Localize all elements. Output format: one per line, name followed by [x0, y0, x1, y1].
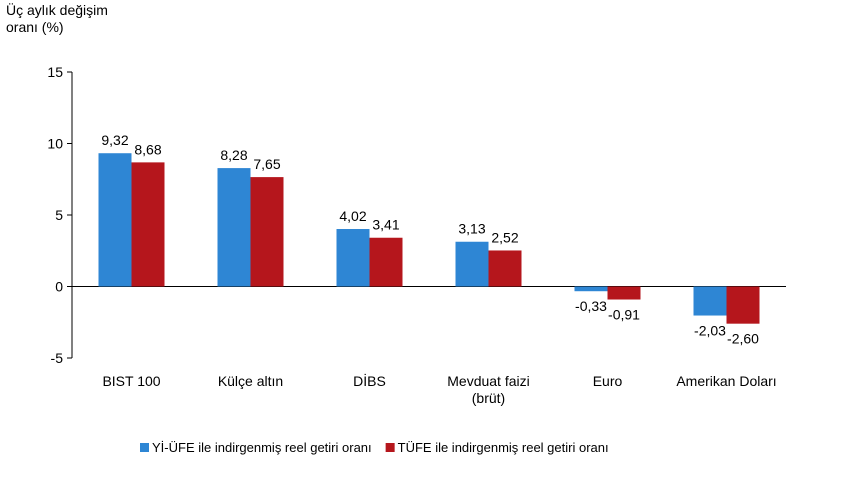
data-label: 4,02 — [339, 208, 366, 224]
category-label: DİBS — [353, 372, 386, 389]
legend-swatch — [140, 443, 149, 452]
category-label: BIST 100 — [102, 373, 160, 389]
category-label: (brüt) — [472, 390, 505, 406]
y-tick-label: 0 — [55, 279, 63, 295]
axes — [71, 72, 786, 358]
bar-tufe — [726, 286, 760, 324]
bars — [98, 153, 760, 324]
data-label: 9,32 — [101, 132, 128, 148]
legend-label: TÜFE ile indirgenmiş reel getiri oranı — [398, 440, 609, 455]
category-label: Euro — [593, 373, 623, 389]
bar-tufe — [131, 162, 165, 287]
bar-yi-ufe — [217, 168, 251, 287]
bar-tufe — [369, 237, 403, 287]
bar-tufe — [250, 177, 284, 287]
y-tick-label: 10 — [47, 136, 63, 152]
legend: Yİ-ÜFE ile indirgenmiş reel getiri oranı… — [140, 440, 609, 455]
data-label: -2,60 — [727, 331, 759, 347]
category-labels: BIST 100 Külçe altın DİBS Mevduat faizi(brü… — [102, 372, 776, 406]
bar-yi-ufe — [574, 286, 608, 292]
data-label: -0,91 — [608, 307, 640, 323]
legend-swatch — [385, 443, 395, 452]
y-axis-ticks: -5 0 5 10 15 — [47, 64, 72, 366]
data-label: 3,13 — [458, 221, 485, 237]
data-labels: 9,32 8,68 8,28 7,65 4,02 3,41 3,13 2,52 -0,33-0,… — [101, 132, 759, 346]
data-label: 8,68 — [134, 141, 161, 157]
category-label: Külçe altın — [218, 373, 283, 389]
data-label: 2,52 — [491, 229, 518, 245]
data-label: -0,33 — [575, 298, 607, 314]
bar-tufe — [607, 286, 641, 300]
y-tick-label: 5 — [55, 207, 63, 223]
category-label: Amerikan Doları — [676, 373, 776, 389]
y-tick-label: 15 — [47, 64, 63, 80]
y-tick-label: -5 — [51, 350, 64, 366]
bar-yi-ufe — [336, 229, 370, 287]
data-label: 3,41 — [372, 217, 399, 233]
bar-tufe — [488, 250, 522, 287]
bar-yi-ufe — [693, 286, 727, 316]
category-label: Mevduat faizi — [447, 373, 529, 389]
data-label: -2,03 — [694, 323, 726, 339]
bar-yi-ufe — [455, 241, 489, 287]
bar-yi-ufe — [98, 153, 132, 287]
data-label: 8,28 — [220, 147, 247, 163]
y-axis-title-line: Üç aylık değişim — [6, 1, 108, 18]
y-axis-title-line: oranı (%) — [6, 19, 64, 35]
legend-label: Yİ-ÜFE ile indirgenmiş reel getiri oranı — [152, 440, 372, 455]
data-label: 7,65 — [253, 156, 280, 172]
